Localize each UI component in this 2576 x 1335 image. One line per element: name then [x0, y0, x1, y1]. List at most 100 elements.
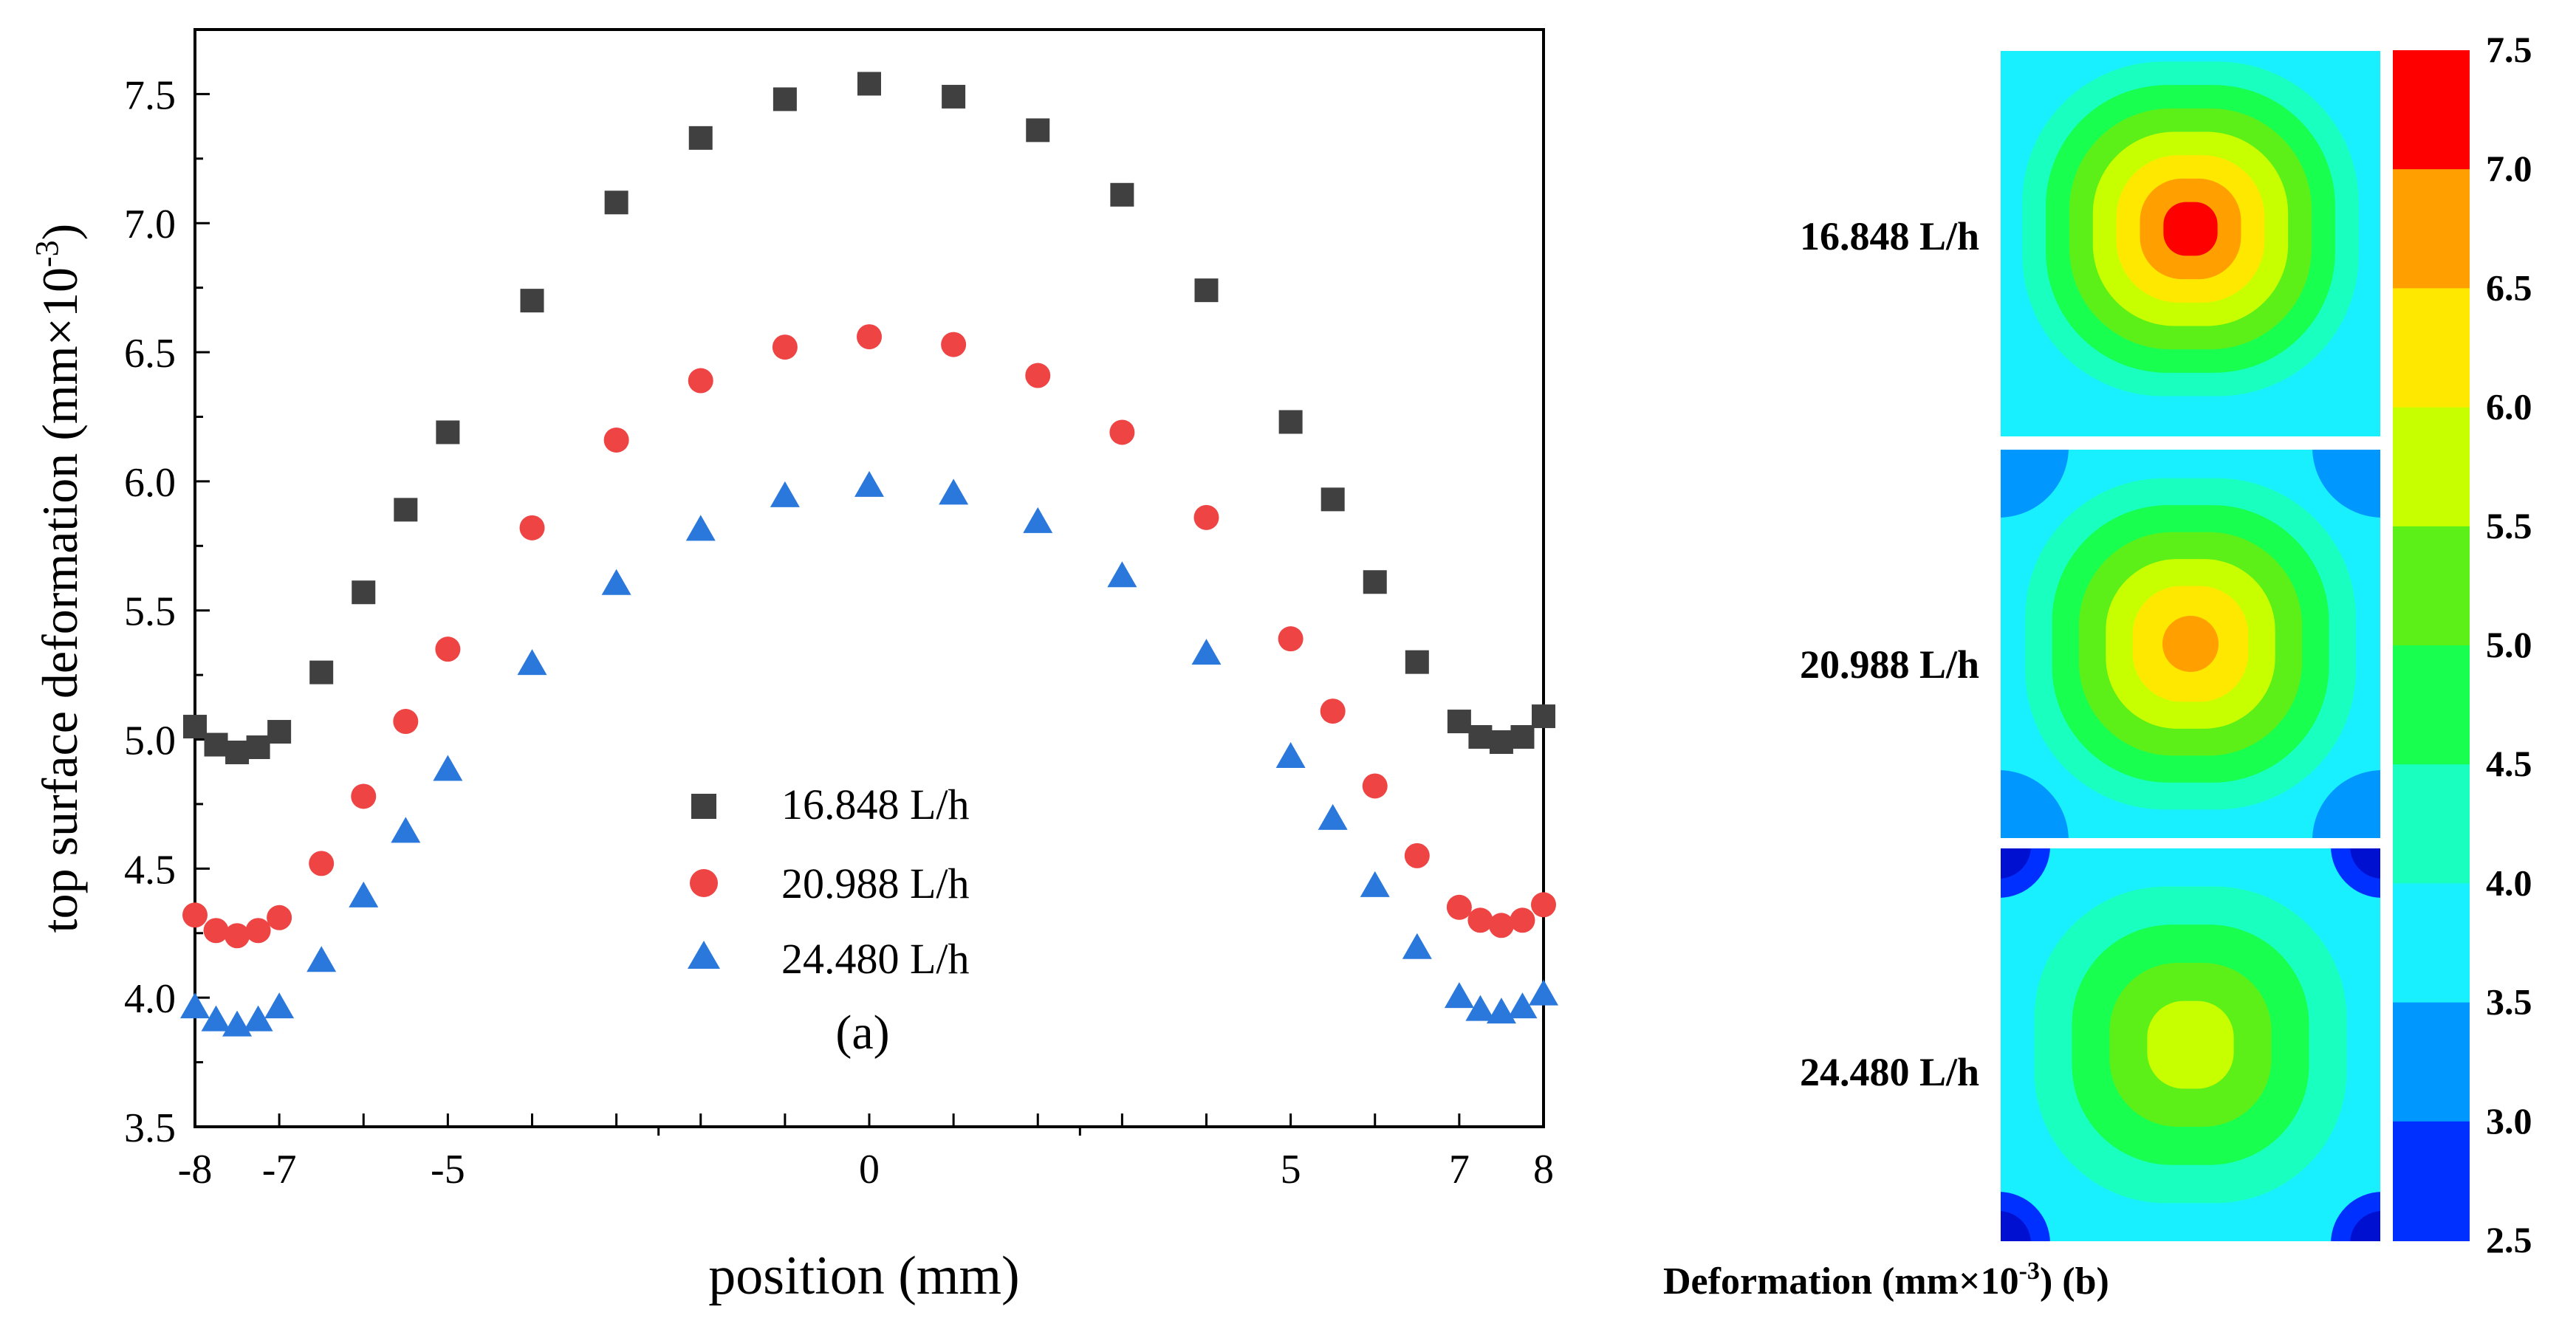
- point-series-2: [225, 923, 250, 949]
- point-series-1: [204, 732, 228, 757]
- colorbar-segment: [2393, 645, 2470, 766]
- point-series-2: [309, 851, 335, 876]
- point-series-1: [309, 660, 334, 684]
- point-series-1: [394, 498, 418, 522]
- point-series-2: [519, 515, 545, 540]
- y-tick-label: 4.0: [124, 976, 176, 1022]
- y-tick-label: 7.0: [124, 202, 176, 247]
- point-series-2: [1488, 913, 1514, 938]
- point-series-3: [1444, 982, 1474, 1009]
- point-series-1: [1447, 710, 1471, 734]
- contour-map-2: [1998, 447, 2383, 840]
- colorbar-segment: [2393, 883, 2470, 1003]
- point-series-2: [1193, 504, 1219, 530]
- point-series-2: [1467, 907, 1493, 933]
- point-series-1: [604, 191, 628, 215]
- contour-corner-core: [1998, 1211, 2031, 1243]
- point-series-1: [183, 715, 207, 739]
- point-series-2: [1320, 699, 1346, 724]
- colorbar-tick-label: 3.0: [2486, 1100, 2532, 1142]
- x-tick-label: -8: [178, 1147, 213, 1192]
- point-series-1: [1489, 730, 1513, 755]
- contour-corner-core: [1998, 846, 2031, 879]
- point-series-1: [1363, 570, 1387, 594]
- point-series-3: [517, 649, 547, 676]
- point-series-1: [352, 580, 376, 605]
- point-series-2: [1531, 892, 1556, 918]
- point-series-2: [1278, 626, 1304, 652]
- point-series-3: [222, 1010, 253, 1037]
- legend-label-series-2: 20.988 L/h: [781, 859, 970, 907]
- legend-label-series-1: 16.848 L/h: [781, 780, 970, 828]
- point-series-3: [1275, 742, 1306, 769]
- y-axis-label-superscript: -3: [29, 240, 65, 267]
- legend-marker-series-2: [690, 869, 718, 897]
- y-axis-label-close: ): [32, 224, 88, 241]
- contour-corner: [1998, 770, 2069, 840]
- x-axis-label: position (mm): [708, 1246, 1019, 1306]
- point-series-1: [1194, 278, 1219, 303]
- x-tick-label: 5: [1281, 1147, 1301, 1192]
- colorbar-tick-label: 2.5: [2486, 1219, 2532, 1260]
- point-series-1: [267, 720, 292, 744]
- point-series-2: [435, 636, 461, 662]
- point-series-3: [854, 470, 884, 497]
- colorbar-segment: [2393, 169, 2470, 289]
- y-tick-label: 6.5: [124, 331, 176, 377]
- legend-marker-series-3: [688, 941, 720, 969]
- colorbar-segment: [2393, 50, 2470, 171]
- point-series-1: [246, 735, 270, 760]
- colorbar-title: Deformation (mm×10-3) (b): [1663, 1257, 2109, 1303]
- point-series-2: [1510, 907, 1535, 933]
- colorbar-tick-label: 7.5: [2486, 29, 2532, 70]
- point-series-2: [857, 324, 882, 350]
- point-series-2: [1362, 773, 1388, 799]
- point-series-2: [245, 918, 271, 944]
- point-series-3: [685, 515, 716, 541]
- contour-label-2: 20.988 L/h: [1800, 642, 1979, 687]
- colorbar-title-main: Deformation (mm×10: [1663, 1260, 2019, 1303]
- x-tick-label: -5: [431, 1147, 465, 1192]
- colorbar-tick-label: 4.0: [2486, 862, 2532, 903]
- point-series-1: [1320, 487, 1345, 512]
- colorbar-tick-label: 5.0: [2486, 624, 2532, 665]
- point-series-1: [857, 72, 881, 96]
- point-series-2: [1446, 894, 1472, 920]
- point-series-1: [942, 84, 966, 109]
- colorbar: 7.5 7.0 6.5 6.0 5.5 5.0 4.5 4.0 3.5 3.0 2.5: [2393, 29, 2532, 1260]
- point-series-1: [225, 741, 250, 765]
- point-series-3: [1360, 871, 1390, 897]
- contour-corner-core: [2350, 846, 2383, 879]
- contour-maps: [1996, 47, 2385, 1246]
- point-series-3: [306, 946, 337, 972]
- point-series-3: [1318, 803, 1348, 830]
- point-series-2: [1404, 842, 1430, 868]
- point-series-2: [772, 334, 798, 360]
- point-series-3: [1529, 979, 1558, 1006]
- legend: 16.848 L/h 20.988 L/h 24.480 L/h: [688, 780, 970, 983]
- y-axis-label: top surface deformation (mm×10-3): [29, 224, 88, 933]
- point-series-1: [1510, 725, 1535, 749]
- point-series-3: [349, 881, 379, 907]
- point-series-2: [688, 368, 713, 394]
- colorbar-tick-label: 6.0: [2486, 386, 2532, 428]
- panel-label-a: (a): [835, 1006, 889, 1060]
- y-axis-label-main: top surface deformation (mm×10: [32, 267, 88, 933]
- point-series-2: [941, 332, 967, 357]
- point-series-2: [393, 709, 419, 735]
- point-series-1: [1405, 650, 1429, 674]
- colorbar-tick-label: 5.5: [2486, 505, 2532, 546]
- y-tick-label: 3.5: [124, 1105, 176, 1151]
- point-series-1: [436, 420, 460, 445]
- point-series-2: [267, 905, 292, 930]
- contour-corner-core: [2350, 1211, 2383, 1243]
- point-series-3: [1402, 933, 1432, 959]
- point-series-3: [1507, 992, 1538, 1019]
- point-series-3: [180, 992, 210, 1019]
- colorbar-segment: [2393, 1002, 2470, 1122]
- point-series-3: [939, 478, 969, 505]
- point-series-3: [1486, 998, 1516, 1024]
- legend-label-series-3: 24.480 L/h: [781, 935, 970, 983]
- point-series-1: [1468, 725, 1493, 749]
